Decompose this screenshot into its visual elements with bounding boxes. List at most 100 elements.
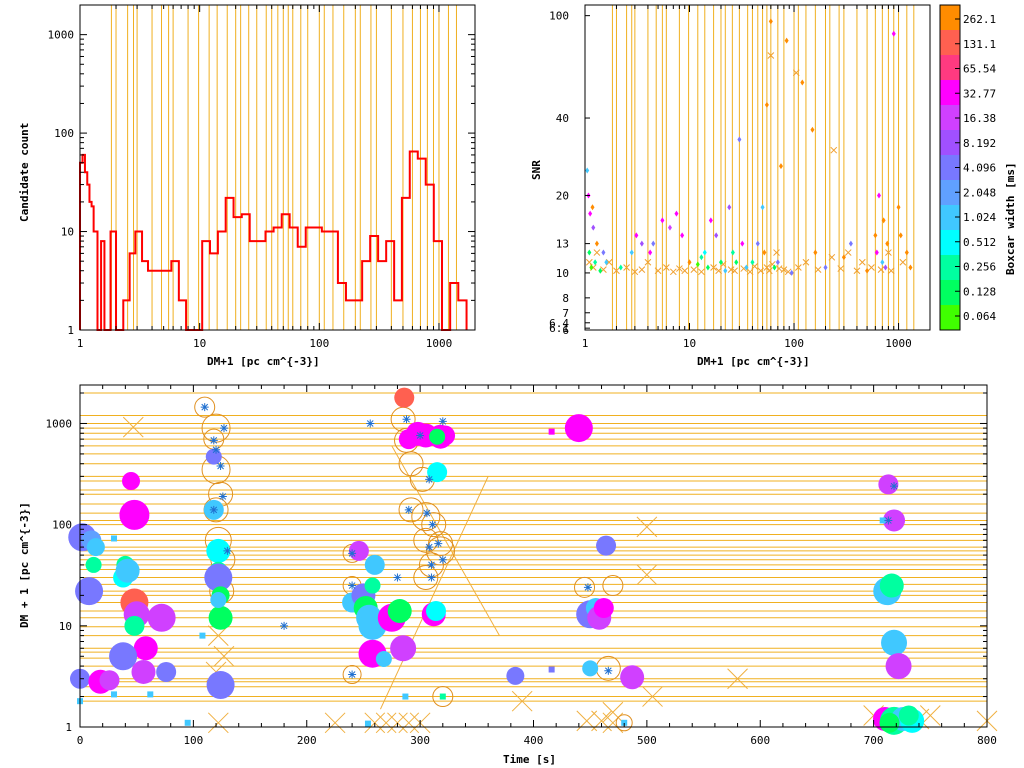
snr-diamond-point — [629, 249, 634, 256]
main-cross-point — [576, 710, 598, 732]
snr-cross-point — [844, 249, 852, 256]
main-star-point — [216, 461, 225, 470]
snr-diamond-point — [601, 249, 606, 256]
y-tick-label: 7 — [562, 307, 569, 320]
colorbar-tick-label: 0.512 — [963, 236, 996, 249]
snr-cross-point — [792, 69, 800, 77]
snr-cross-point — [654, 267, 662, 275]
snr-cross-point — [662, 264, 670, 271]
snr-diamond-point — [885, 240, 890, 247]
main-square-point — [364, 720, 371, 727]
main-cross-point — [642, 686, 663, 707]
main-circle-outline — [426, 536, 456, 566]
y-tick-label: 100 — [549, 10, 569, 23]
snr-cross-point — [585, 258, 593, 266]
main-star-point — [425, 543, 434, 552]
main-bubble-point — [99, 670, 120, 691]
colorbar-tick-label: 8.192 — [963, 137, 996, 150]
x-tick-label: 400 — [524, 734, 544, 747]
main-xlabel: Time [s] — [503, 753, 556, 766]
snr-diamond-point — [604, 259, 609, 266]
colorbar-tick-label: 0.064 — [963, 310, 996, 323]
y-tick-label: 8 — [562, 292, 569, 305]
main-star-point — [219, 424, 228, 433]
snr-diamond-point — [598, 267, 603, 274]
snr-diamond-point — [772, 264, 777, 271]
snr-scatter-points — [585, 18, 913, 276]
snr-xlabel: DM+1 [pc cm^{-3}] — [697, 355, 810, 368]
x-tick-label: 10 — [193, 337, 206, 350]
snr-cross-point — [868, 264, 875, 271]
main-bubble-point — [387, 599, 412, 624]
snr-cross-point — [784, 268, 792, 276]
snr-cross-point — [837, 265, 845, 272]
main-circle-outline — [398, 497, 424, 523]
snr-diamond-point — [823, 264, 828, 271]
snr-cross-point — [885, 249, 892, 256]
snr-diamond-point — [589, 264, 594, 271]
colorbar-segment — [940, 155, 960, 181]
main-bubble-point — [131, 659, 156, 684]
snr-diamond-point — [750, 259, 755, 266]
snr-diamond-point — [727, 204, 732, 211]
x-tick-label: 10 — [683, 337, 696, 350]
x-tick-label: 0 — [77, 734, 84, 747]
snr-diamond-point — [593, 259, 598, 266]
y-tick-label: 10 — [556, 267, 569, 280]
y-tick-label: 100 — [52, 519, 72, 532]
y-tick-label: 10 — [59, 620, 72, 633]
main-star-point — [209, 436, 218, 445]
main-bubble-point — [115, 558, 140, 583]
snr-diamond-point — [588, 210, 593, 217]
colorbar-segment — [940, 55, 960, 81]
snr-diamond-point — [760, 204, 765, 211]
snr-diamond-point — [590, 204, 595, 211]
snr-diamond-point — [699, 254, 704, 261]
snr-diamond-point — [891, 30, 896, 37]
main-bubble-point — [879, 573, 904, 598]
snr-cross-point — [731, 267, 738, 275]
main-cross-point — [511, 690, 533, 712]
snr-cross-point — [763, 264, 771, 271]
snr-diamond-point — [740, 240, 745, 247]
main-square-point — [548, 666, 555, 673]
main-circle-outline — [411, 502, 441, 532]
snr-diamond-point — [898, 232, 903, 239]
main-star-point — [604, 666, 613, 675]
snr-diamond-point — [876, 192, 881, 199]
snr-cross-point — [676, 265, 683, 272]
snr-diamond-point — [634, 232, 639, 239]
main-axes: 0 100 200 300 400 500 600 700 800 1 10 100 1000 — [46, 385, 997, 747]
snr-cross-point — [767, 52, 775, 59]
main-bubble-point — [885, 653, 912, 680]
main-bubble-point — [593, 598, 614, 619]
snr-diamond-point — [737, 136, 742, 143]
main-star-point — [427, 573, 436, 582]
main-bubble-point — [429, 428, 446, 445]
snr-diamond-point — [768, 18, 773, 25]
snr-cross-point — [631, 268, 639, 276]
main-cross-point — [213, 645, 235, 667]
main-bubble-point — [390, 635, 417, 662]
snr-diamond-point — [755, 240, 760, 247]
main-circle-outline — [194, 396, 216, 418]
snr-diamond-point — [904, 249, 909, 256]
colorbar: 262.1 131.1 65.54 32.77 16.38 8.192 4.096 2.048… — [939, 4, 996, 331]
main-cross-point — [324, 712, 346, 734]
main-circle-outline — [413, 565, 439, 591]
snr-diamond-point — [789, 269, 794, 276]
snr-diamond-point — [775, 259, 780, 266]
main-circle-outline — [574, 576, 596, 598]
main-square-point — [548, 428, 555, 435]
snr-cross-point — [814, 266, 822, 273]
histogram-frame — [79, 4, 476, 331]
snr-cross-point — [638, 266, 646, 273]
histogram-step-line — [79, 150, 468, 331]
snr-cross-point — [746, 268, 754, 276]
colorbar-segment — [940, 130, 960, 156]
main-circle-outline — [342, 665, 362, 685]
main-bubble-point — [206, 538, 231, 563]
main-bubble-point — [898, 705, 919, 726]
main-circle-outline — [428, 531, 454, 557]
main-square-point — [439, 693, 446, 700]
